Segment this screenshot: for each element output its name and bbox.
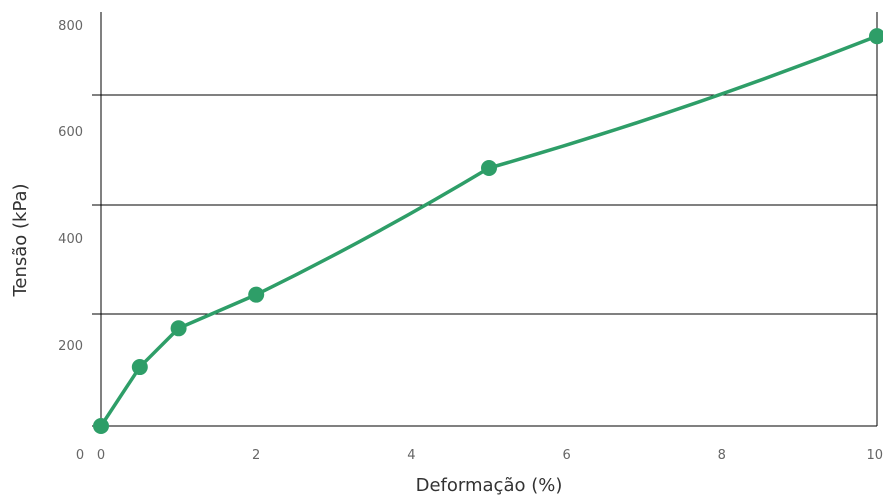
data-point-0 <box>93 418 109 434</box>
grid-lines <box>92 94 877 427</box>
x-axis-title: Deformação (%) <box>416 475 563 496</box>
x-tick-label: 6 <box>562 448 570 463</box>
y-tick-label: 400 <box>58 232 83 247</box>
data-point-4 <box>481 160 497 177</box>
y-axis-title: Tensão (kPa) <box>10 183 31 297</box>
data-points <box>93 28 883 434</box>
y-tick-label: 800 <box>58 19 83 34</box>
y-tick-label: 600 <box>58 125 83 140</box>
data-point-5 <box>869 28 883 45</box>
x-tick-label: 8 <box>718 448 726 463</box>
x-tick-label: 4 <box>407 448 415 463</box>
data-point-3 <box>248 286 265 303</box>
y-tick-label: 200 <box>58 339 83 354</box>
data-point-2 <box>170 320 187 337</box>
x-tick-label: 10 <box>866 448 883 463</box>
y-tick-labels: 200 400 600 800 <box>58 19 83 354</box>
origin-label: 0 <box>76 448 84 463</box>
x-tick-labels: 0 2 4 6 8 10 <box>97 448 883 463</box>
x-tick-label: 2 <box>252 448 260 463</box>
x-tick-label: 0 <box>97 448 105 463</box>
data-point-1 <box>131 359 148 376</box>
